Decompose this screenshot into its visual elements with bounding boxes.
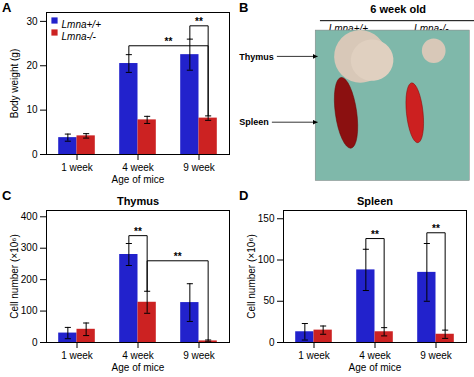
svg-text:10: 10: [26, 104, 38, 115]
svg-text:Body weight (g): Body weight (g): [9, 49, 20, 118]
svg-text:4 week: 4 week: [122, 350, 155, 361]
svg-text:Lmna-/-: Lmna-/-: [62, 31, 97, 42]
svg-text:**: **: [371, 229, 379, 240]
html-text:D: D: [239, 188, 249, 203]
svg-text:**: **: [174, 251, 182, 262]
svg-text:0: 0: [32, 149, 38, 160]
svg-text:Age of mice: Age of mice: [112, 362, 165, 373]
svg-text:1 week: 1 week: [61, 350, 94, 361]
html-text:C: C: [2, 188, 12, 203]
svg-text:Lmna+/+: Lmna+/+: [328, 23, 369, 35]
svg-text:4 week: 4 week: [359, 350, 392, 361]
svg-text:0: 0: [269, 337, 275, 348]
svg-text:Age of mice: Age of mice: [349, 362, 402, 373]
svg-text:9 week: 9 week: [183, 162, 216, 173]
svg-text:6 week old: 6 week old: [370, 3, 426, 15]
svg-text:Cell number (×10⁶): Cell number (×10⁶): [9, 234, 20, 318]
svg-text:9 week: 9 week: [420, 350, 453, 361]
svg-text:50: 50: [263, 295, 275, 306]
svg-text:200: 200: [21, 274, 38, 285]
svg-text:**: **: [195, 16, 203, 27]
svg-text:1 week: 1 week: [298, 350, 331, 361]
svg-text:0: 0: [32, 337, 38, 348]
svg-text:300: 300: [21, 242, 38, 253]
svg-text:20: 20: [26, 60, 38, 71]
html-text:A: A: [2, 0, 12, 15]
svg-text:4 week: 4 week: [122, 162, 155, 173]
svg-text:Thymus: Thymus: [117, 195, 159, 207]
svg-text:100: 100: [21, 305, 38, 316]
svg-text:Age of mice: Age of mice: [112, 174, 165, 185]
svg-text:**: **: [165, 36, 173, 47]
svg-text:**: **: [134, 226, 142, 237]
svg-text:Spleen: Spleen: [239, 117, 269, 127]
svg-text:150: 150: [258, 213, 275, 224]
svg-text:100: 100: [258, 254, 275, 265]
svg-text:30: 30: [26, 16, 38, 27]
svg-text:1 week: 1 week: [61, 162, 94, 173]
svg-text:Thymus: Thymus: [239, 52, 274, 62]
svg-text:Lmna-/-: Lmna-/-: [414, 23, 449, 35]
html-text:B: B: [239, 0, 249, 15]
svg-text:9 week: 9 week: [183, 350, 216, 361]
svg-text:**: **: [432, 223, 440, 234]
svg-text:400: 400: [21, 211, 38, 222]
svg-text:Lmna+/+: Lmna+/+: [62, 19, 102, 30]
svg-text:Cell number (×10⁶): Cell number (×10⁶): [246, 234, 257, 318]
svg-text:Spleen: Spleen: [357, 195, 393, 207]
